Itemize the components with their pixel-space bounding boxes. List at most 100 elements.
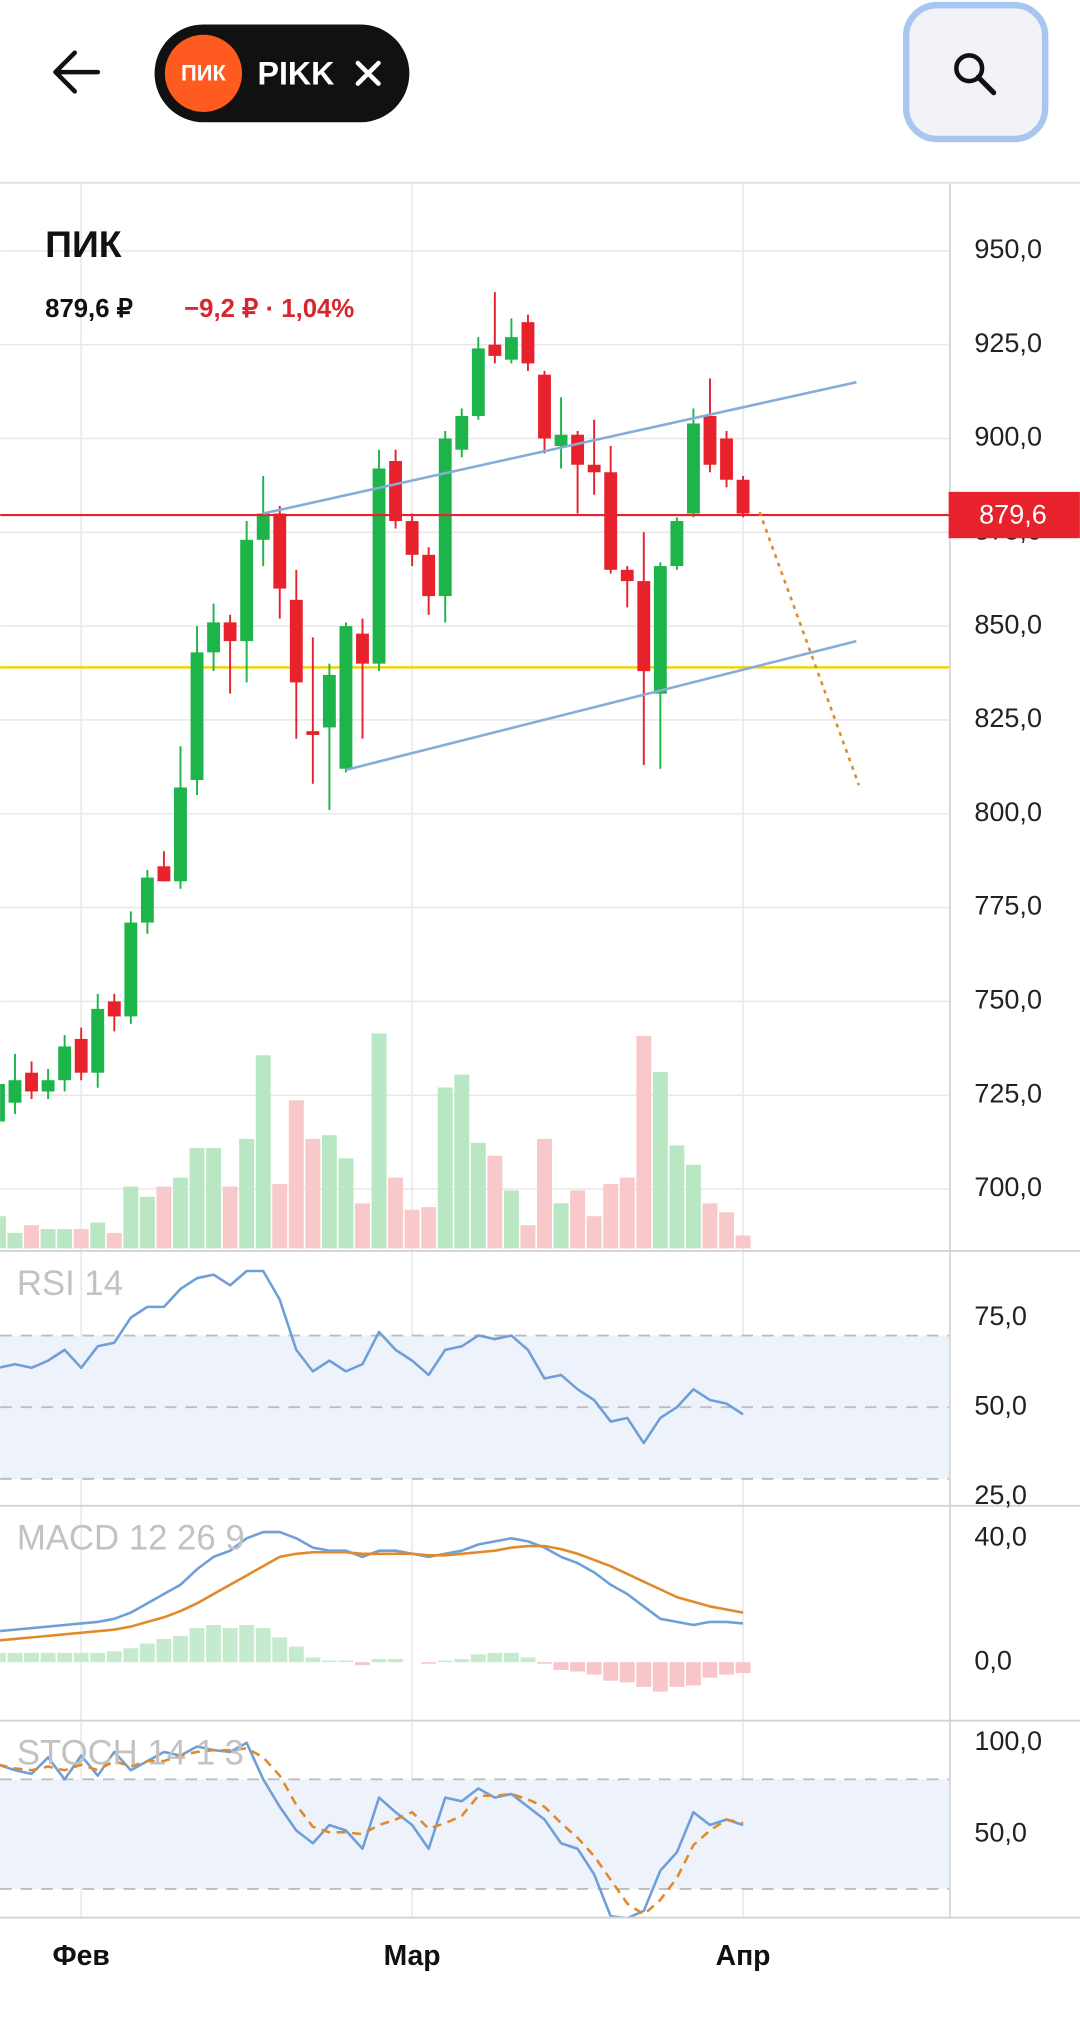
- volume-bar: [437, 1087, 453, 1249]
- candle-body: [521, 322, 535, 364]
- candle-body: [720, 438, 733, 480]
- candle-body: [504, 337, 518, 360]
- volume-bar: [570, 1190, 586, 1249]
- y-tick-label: 25,0: [974, 1480, 1027, 1510]
- histogram-bar: [652, 1662, 668, 1692]
- chip-close[interactable]: [355, 60, 381, 86]
- ticker-chip[interactable]: ПИК PIKK: [154, 24, 410, 123]
- histogram-bar: [669, 1662, 685, 1687]
- volume-bar: [702, 1203, 718, 1249]
- histogram-bar: [7, 1652, 23, 1663]
- volume-bar: [487, 1155, 503, 1249]
- y-tick-label: 750,0: [974, 985, 1042, 1015]
- histogram-bar: [305, 1657, 321, 1663]
- candle-body: [140, 877, 154, 923]
- back-arrow[interactable]: [53, 50, 101, 94]
- back-button[interactable]: [53, 50, 101, 94]
- volume-bar: [719, 1212, 734, 1249]
- candle-body: [438, 438, 452, 597]
- histogram-bar: [619, 1662, 635, 1683]
- candle-body: [25, 1072, 38, 1092]
- candle-body: [686, 423, 700, 514]
- volume-bar: [338, 1158, 354, 1249]
- histogram-bar: [355, 1662, 370, 1666]
- candle-body: [289, 599, 303, 683]
- volume-bar: [123, 1186, 139, 1249]
- candle-body: [157, 866, 171, 882]
- volume-bar: [371, 1033, 387, 1249]
- histogram-bar: [73, 1652, 89, 1663]
- candle-body: [703, 415, 717, 465]
- histogram-bar: [24, 1652, 40, 1663]
- volume-bar: [636, 1036, 652, 1249]
- candle-body: [356, 633, 369, 664]
- x-tick-label: Фев: [53, 1939, 110, 1971]
- trend-line: [345, 639, 857, 772]
- search-icon: [954, 53, 985, 84]
- y-tick-label: 850,0: [974, 609, 1042, 639]
- logo-circle: [164, 34, 243, 112]
- quote-price: 879,6 ₽: [45, 295, 134, 323]
- y-tick-label: 900,0: [974, 422, 1042, 452]
- search-button[interactable]: [902, 1, 1049, 143]
- search-button-bg[interactable]: [902, 1, 1049, 143]
- volume-bar: [520, 1225, 536, 1249]
- ticker: PIKK: [258, 55, 335, 91]
- volume-bar: [0, 1216, 6, 1249]
- volume-bar: [735, 1235, 751, 1249]
- indicator-band: [0, 1779, 950, 1889]
- volume-bar: [239, 1138, 255, 1249]
- histogram-bar: [338, 1660, 354, 1663]
- volume-bar: [222, 1186, 238, 1249]
- macd-pane: [0, 1505, 751, 1721]
- search-icon-handle: [975, 74, 997, 96]
- indicator-line: [0, 1544, 744, 1642]
- volume-bar: [586, 1216, 602, 1249]
- x-tick-label: Апр: [716, 1939, 771, 1971]
- candle-body: [339, 626, 353, 769]
- candle-body: [124, 922, 138, 1017]
- candle-body: [107, 1001, 121, 1017]
- volume-bar: [421, 1207, 437, 1249]
- indicator-line: [0, 1746, 744, 1916]
- candle-body: [389, 460, 403, 522]
- volume-bar: [272, 1184, 288, 1249]
- last-price-label: 879,6: [979, 499, 1047, 529]
- candle-body: [223, 622, 237, 642]
- histogram-bar: [586, 1662, 602, 1675]
- histogram-bar: [206, 1625, 222, 1663]
- quote-title: ПИК: [45, 223, 122, 265]
- axes: Фев Мар Апр 700,0 725,0 750,0 775,0 800,0 825,0 8…: [0, 184, 1080, 1971]
- overlay: ПИК 879,6 ₽ −9,2 ₽ · 1,04% 879,6 RSI 14 MA…: [17, 223, 1080, 1773]
- y-tick-label: 100,0: [974, 1726, 1042, 1756]
- candle-body: [91, 1008, 105, 1073]
- histogram-bar: [222, 1628, 238, 1663]
- quote-change: −9,2 ₽ · 1,04%: [184, 295, 354, 323]
- histogram-bar: [156, 1638, 172, 1663]
- histogram-bar: [603, 1662, 619, 1681]
- histogram-bar: [40, 1652, 56, 1663]
- y-tick-label: 725,0: [974, 1078, 1042, 1108]
- histogram-bar: [537, 1662, 552, 1664]
- candle-body: [174, 787, 187, 882]
- volume-bar: [305, 1138, 321, 1249]
- indicator-line: [0, 1269, 744, 1445]
- candle-body: [58, 1046, 72, 1081]
- candle-body: [322, 674, 336, 728]
- histogram-bar: [487, 1652, 503, 1663]
- y-tick-label: 925,0: [974, 328, 1042, 358]
- candle-body: [604, 472, 618, 570]
- y-tick-label: 800,0: [974, 797, 1042, 827]
- histogram-bar: [173, 1635, 188, 1663]
- volume-bar: [553, 1203, 569, 1249]
- volume-bar: [388, 1177, 404, 1249]
- histogram-bar: [685, 1662, 701, 1686]
- top-bar: ПИК PIKK: [0, 1, 1080, 184]
- histogram-bar: [189, 1628, 205, 1663]
- candle-body: [256, 513, 270, 540]
- volume-bar: [404, 1209, 420, 1249]
- y-tick-label: 50,0: [974, 1390, 1027, 1420]
- volume-bar: [206, 1147, 222, 1249]
- histogram-bar: [454, 1659, 470, 1663]
